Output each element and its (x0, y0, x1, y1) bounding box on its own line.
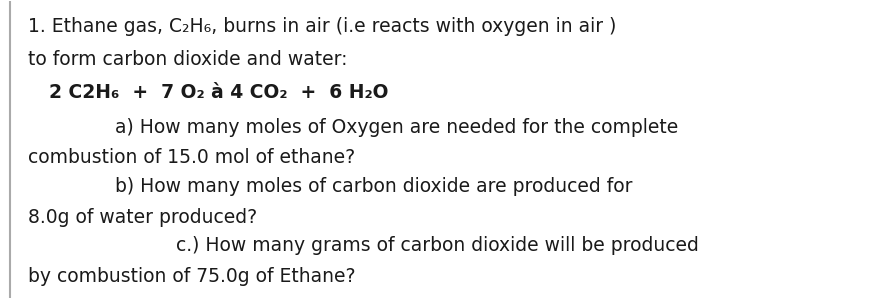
Text: a) How many moles of Oxygen are needed for the complete: a) How many moles of Oxygen are needed f… (115, 118, 678, 137)
Text: b) How many moles of carbon dioxide are produced for: b) How many moles of carbon dioxide are … (115, 177, 632, 196)
Text: to form carbon dioxide and water:: to form carbon dioxide and water: (27, 50, 347, 69)
Text: c.) How many grams of carbon dioxide will be produced: c.) How many grams of carbon dioxide wil… (176, 236, 699, 255)
Text: combustion of 15.0 mol of ethane?: combustion of 15.0 mol of ethane? (27, 148, 355, 167)
Text: by combustion of 75.0g of Ethane?: by combustion of 75.0g of Ethane? (27, 267, 355, 286)
Text: 8.0g of water produced?: 8.0g of water produced? (27, 208, 257, 227)
Text: 1. Ethane gas, C₂H₆, burns in air (i.e reacts with oxygen in air ): 1. Ethane gas, C₂H₆, burns in air (i.e r… (27, 17, 616, 36)
Text: 2 C2H₆  +  7 O₂ à 4 CO₂  +  6 H₂O: 2 C2H₆ + 7 O₂ à 4 CO₂ + 6 H₂O (49, 83, 389, 102)
